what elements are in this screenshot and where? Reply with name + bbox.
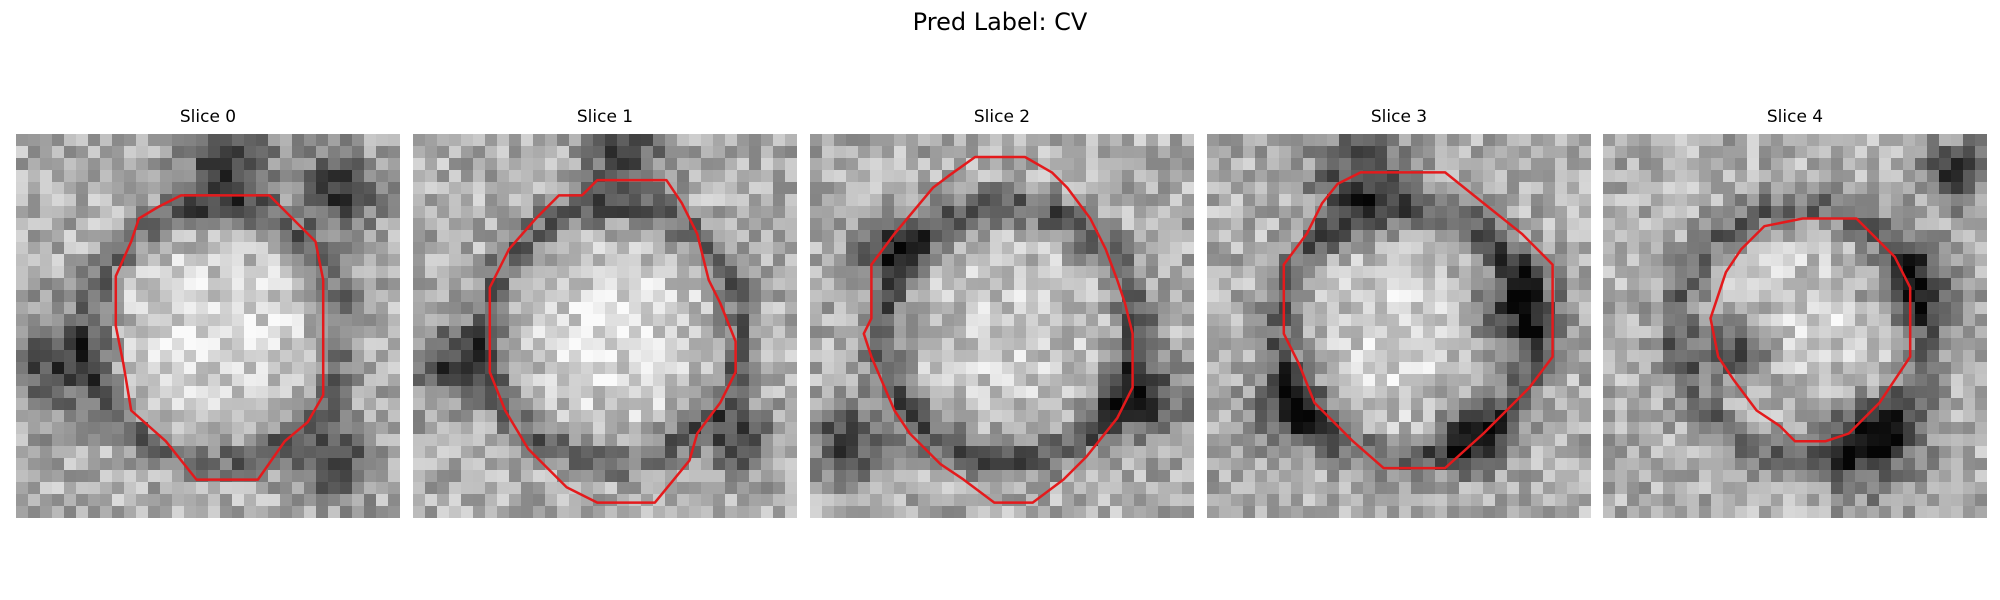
slice-pixels-2 — [810, 134, 1194, 518]
slice-contour-3 — [1282, 171, 1554, 470]
slice-contour-2 — [862, 155, 1134, 504]
slice-title-4: Slice 4 — [1766, 107, 1824, 127]
slice-contour-0 — [114, 194, 325, 481]
slice-title-0: Slice 0 — [179, 107, 237, 127]
figure-title: Pred Label: CV — [912, 8, 1088, 36]
slice-image-0 — [16, 134, 400, 518]
slice-pixels-3 — [1207, 134, 1591, 518]
slice-pixels-0 — [16, 134, 400, 518]
slice-image-4 — [1603, 134, 1987, 518]
slice-pixels-1 — [413, 134, 797, 518]
slice-pixels-4 — [1603, 134, 1987, 518]
slice-image-1 — [413, 134, 797, 518]
slice-contour-4 — [1709, 217, 1912, 443]
slice-title-3: Slice 3 — [1370, 107, 1428, 127]
slice-title-2: Slice 2 — [973, 107, 1031, 127]
slice-image-3 — [1207, 134, 1591, 518]
slice-contour-1 — [488, 178, 737, 504]
slice-title-1: Slice 1 — [576, 107, 634, 127]
slice-image-2 — [810, 134, 1194, 518]
